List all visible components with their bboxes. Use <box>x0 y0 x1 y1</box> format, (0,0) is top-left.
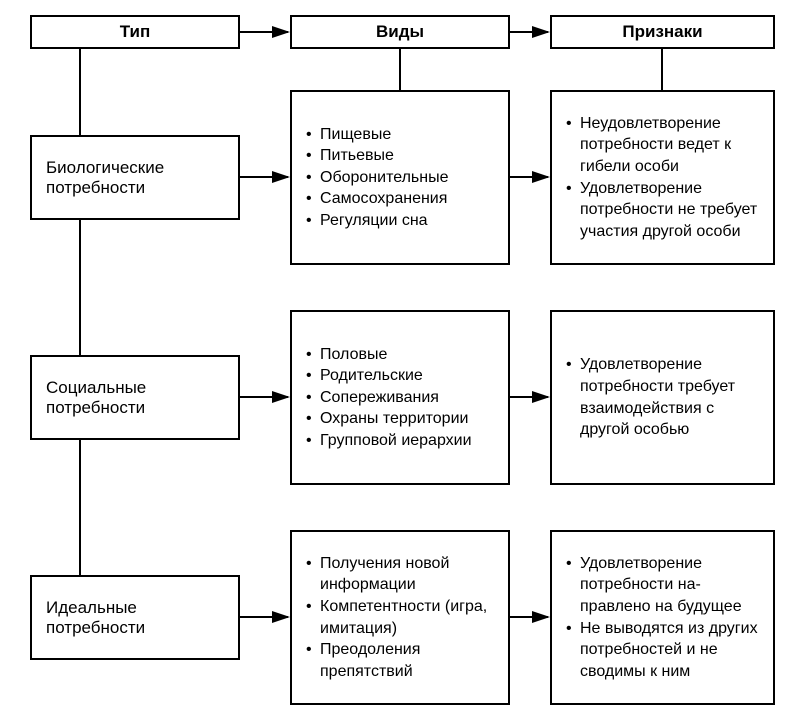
type-box-ideal: Идеальные потребности <box>30 575 240 660</box>
kinds-box-ideal: Получения новой информации Компетентност… <box>290 530 510 705</box>
list-item: Регуляции сна <box>306 210 494 232</box>
header-signs-label: Признаки <box>622 22 702 42</box>
list-item: Удовлетворение потребности не требует уч… <box>566 178 759 243</box>
list-item: Самосохранения <box>306 188 494 210</box>
list-item: Удовлетворение потребности требует взаим… <box>566 354 759 440</box>
list-item: Родительские <box>306 365 494 387</box>
kinds-box-biological: Пищевые Питьевые Оборонительные Самосохр… <box>290 90 510 265</box>
signs-list-social: Удовлетворение потребности требует взаим… <box>566 354 759 440</box>
type-box-social: Социальные потребности <box>30 355 240 440</box>
list-item: Преодоления препятствий <box>306 639 494 682</box>
list-item: Оборонительные <box>306 167 494 189</box>
kinds-list-biological: Пищевые Питьевые Оборонительные Самосохр… <box>306 124 494 232</box>
signs-list-ideal: Удовлетворение потребности на­правлено н… <box>566 553 759 683</box>
list-item: Не выводятся из других потреб­ностей и н… <box>566 618 759 683</box>
header-kinds: Виды <box>290 15 510 49</box>
list-item: Сопереживания <box>306 387 494 409</box>
list-item: Охраны территории <box>306 408 494 430</box>
list-item: Половые <box>306 344 494 366</box>
header-type: Тип <box>30 15 240 49</box>
list-item: Удовлетворение потребности на­правлено н… <box>566 553 759 618</box>
type-social-label: Социальные потребности <box>46 378 224 418</box>
list-item: Групповой иерархии <box>306 430 494 452</box>
list-item: Пищевые <box>306 124 494 146</box>
header-kinds-label: Виды <box>376 22 424 42</box>
signs-list-biological: Неудовлетворение потребности ведет к гиб… <box>566 113 759 243</box>
list-item: Получения новой информации <box>306 553 494 596</box>
kinds-box-social: Половые Родительские Сопереживания Охран… <box>290 310 510 485</box>
signs-box-ideal: Удовлетворение потребности на­правлено н… <box>550 530 775 705</box>
type-biological-label: Биологические потребности <box>46 158 224 198</box>
list-item: Питьевые <box>306 145 494 167</box>
list-item: Неудовлетворение потребности ведет к гиб… <box>566 113 759 178</box>
kinds-list-social: Половые Родительские Сопереживания Охран… <box>306 344 494 452</box>
signs-box-biological: Неудовлетворение потребности ведет к гиб… <box>550 90 775 265</box>
type-box-biological: Биологические потребности <box>30 135 240 220</box>
signs-box-social: Удовлетворение потребности требует взаим… <box>550 310 775 485</box>
header-type-label: Тип <box>120 22 150 42</box>
kinds-list-ideal: Получения новой информации Компетентност… <box>306 553 494 683</box>
header-signs: Признаки <box>550 15 775 49</box>
type-ideal-label: Идеальные потребности <box>46 598 224 638</box>
list-item: Компетентности (игра, имитация) <box>306 596 494 639</box>
